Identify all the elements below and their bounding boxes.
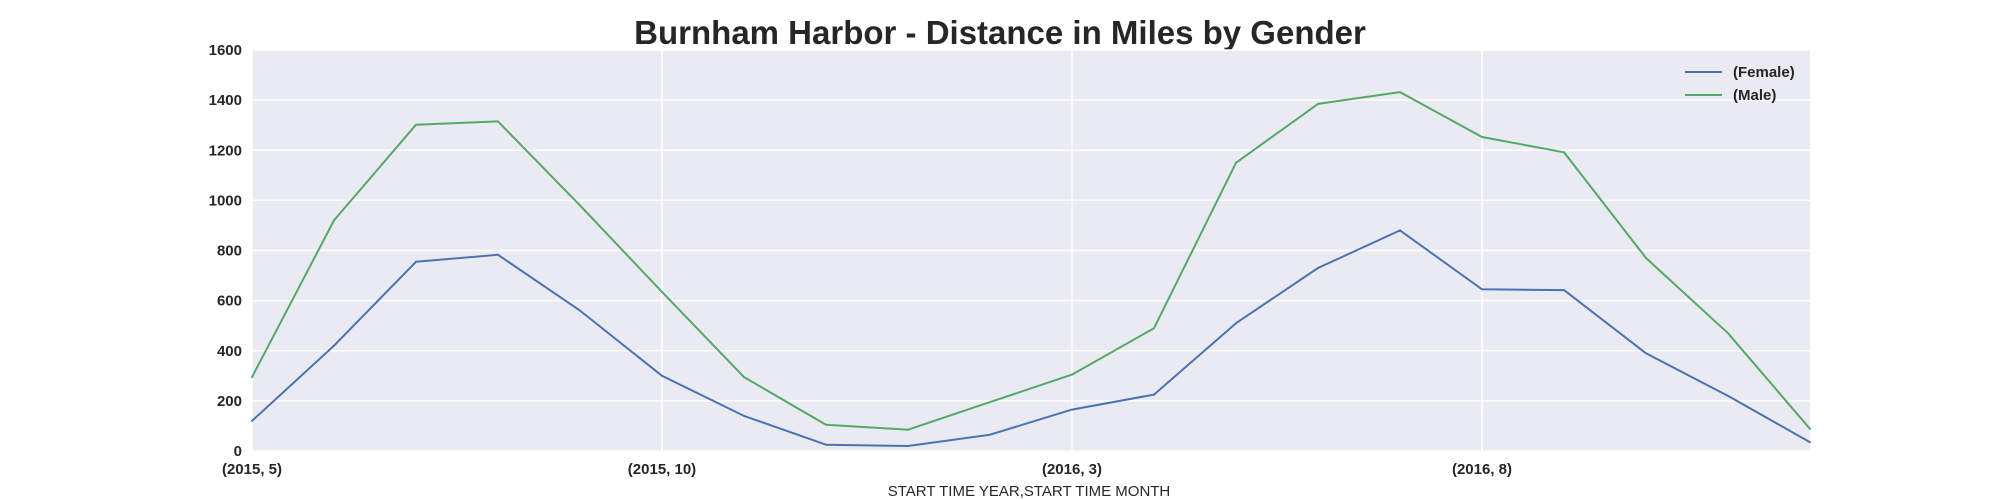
series-line [251,91,1811,431]
data-point [251,419,253,422]
data-point [415,123,417,126]
data-point [1153,327,1155,330]
data-point [579,204,581,207]
x-tick-label: (2015, 10) [628,461,696,478]
data-point [907,428,909,431]
data-point [907,445,909,447]
x-tick-label: (2016, 3) [1042,461,1102,478]
data-point [251,376,253,379]
data-point [497,253,499,256]
series-line [251,229,1811,447]
data-point [1235,322,1237,325]
data-point [1399,229,1401,232]
x-axis-label: START TIME YEAR,START TIME MONTH [888,483,1171,500]
data-point [1317,267,1319,269]
data-point [497,120,499,123]
y-tick-label: 1400 [209,92,242,109]
chart-title: Burnham Harbor - Distance in Miles by Ge… [634,14,1366,51]
data-point [1317,102,1319,105]
data-point [415,260,417,263]
data-point [1809,427,1811,430]
legend-label: (Female) [1733,64,1795,81]
series-lines [251,91,1811,447]
data-point [1235,161,1237,164]
x-tick-label: (2016, 8) [1452,461,1512,478]
y-tick-label: 1000 [209,192,242,209]
data-point [661,374,663,377]
legend: (Female) (Male) [1685,64,1795,104]
data-point [1727,394,1729,397]
data-point [333,344,335,347]
data-point [825,423,827,426]
data-point [1645,257,1647,259]
y-tick-label: 800 [217,243,242,260]
y-axis-ticks: 0 200 400 600 800 1000 1200 1400 1600 [209,42,242,460]
data-point [1399,91,1401,94]
data-point [825,443,827,446]
y-tick-label: 1600 [209,42,242,59]
data-point [1809,441,1811,444]
y-tick-label: 1200 [209,142,242,159]
legend-label: (Male) [1733,87,1776,104]
y-tick-label: 600 [217,293,242,310]
data-point [1481,136,1483,138]
data-point [1071,373,1073,376]
data-point [1563,289,1565,292]
data-point [333,219,335,222]
y-tick-label: 400 [217,343,242,360]
data-point [661,290,663,293]
x-axis-ticks: (2015, 5) (2015, 10) (2016, 3) (2016, 8) [222,461,1512,478]
data-point [1645,352,1647,355]
data-point [743,376,745,379]
data-point [1481,288,1483,291]
data-point [1153,393,1155,396]
data-point [743,414,745,417]
x-tick-label: (2015, 5) [222,461,282,478]
data-point [989,401,991,404]
data-point [1727,332,1729,335]
y-tick-label: 200 [217,393,242,410]
y-tick-label: 0 [234,443,242,460]
data-point [989,433,991,436]
data-point [1071,408,1073,411]
data-point [1563,151,1565,154]
data-point [579,309,581,312]
